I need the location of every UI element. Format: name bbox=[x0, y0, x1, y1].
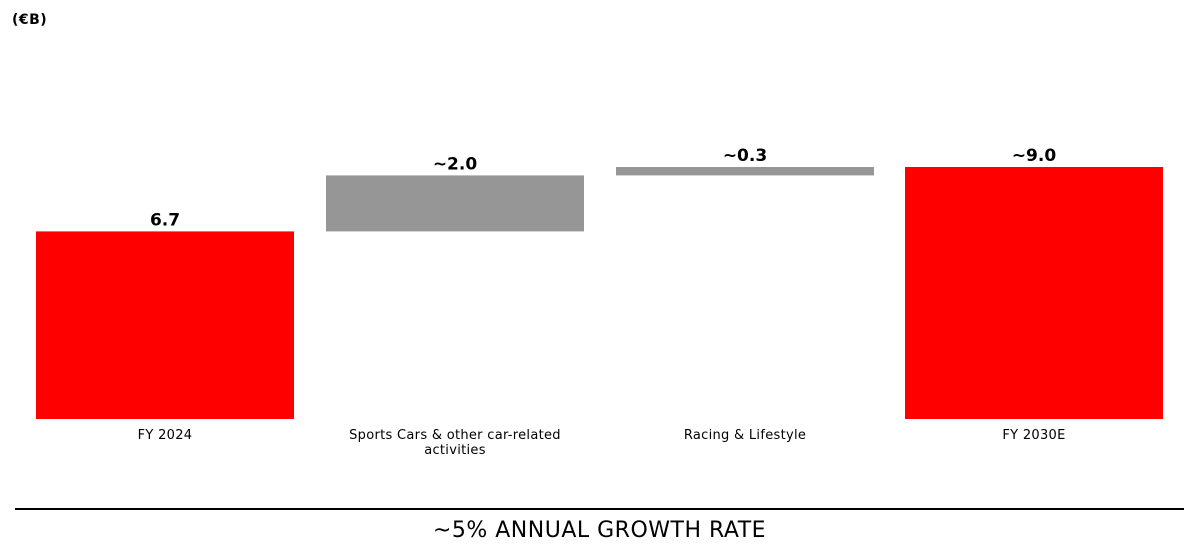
data-label-2: ~2.0 bbox=[433, 154, 478, 174]
bar-4 bbox=[905, 167, 1163, 419]
bar-2 bbox=[326, 175, 584, 232]
growth-rate-caption: ~5% ANNUAL GROWTH RATE bbox=[432, 518, 767, 543]
category-label-2: Sports Cars & other car-related activiti… bbox=[349, 428, 561, 458]
unit-label: (€B) bbox=[12, 12, 48, 28]
data-label-3: ~0.3 bbox=[723, 146, 767, 166]
category-label-3: Racing & Lifestyle bbox=[683, 428, 807, 443]
bar-1 bbox=[36, 231, 294, 419]
divider-line bbox=[15, 508, 1184, 510]
category-label-1: FY 2024 bbox=[137, 428, 193, 443]
category-label-4: FY 2030E bbox=[1002, 428, 1066, 443]
data-label-4: ~9.0 bbox=[1012, 146, 1057, 166]
bar-3 bbox=[616, 167, 874, 176]
data-label-1: 6.7 bbox=[150, 210, 180, 230]
